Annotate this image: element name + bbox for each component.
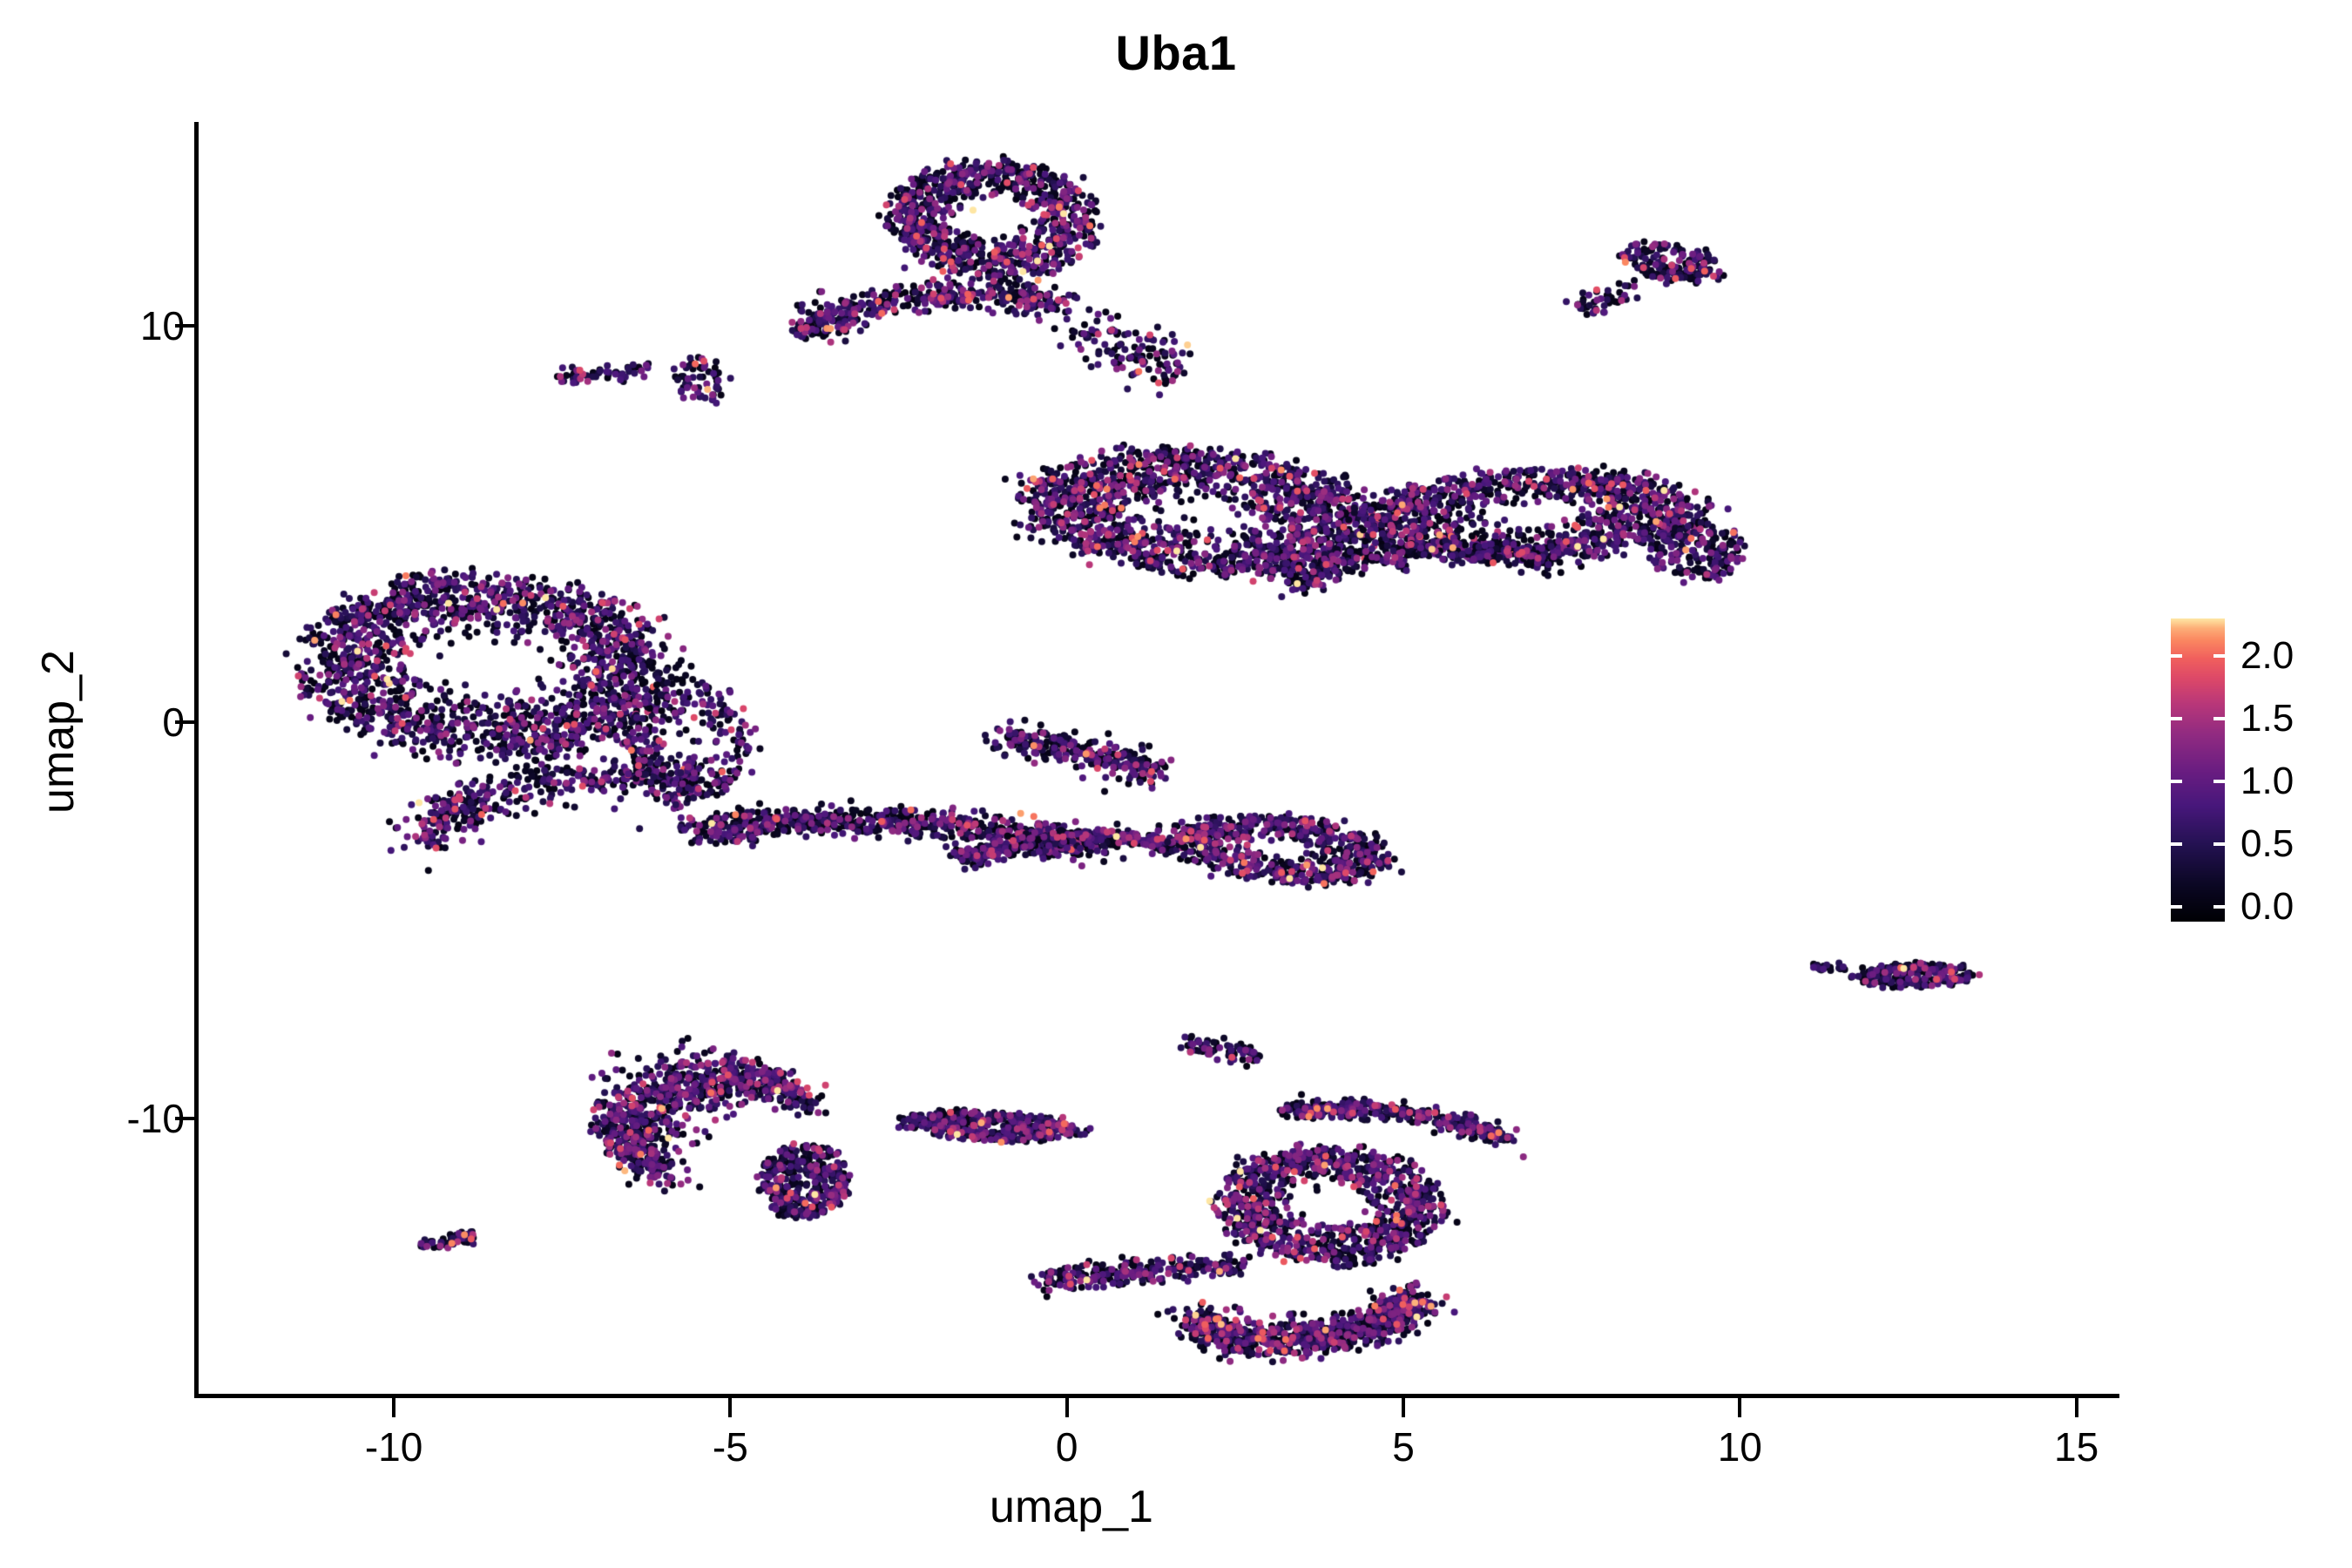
- page-title: Uba1: [1115, 25, 1237, 80]
- plot-panel: [199, 124, 2117, 1396]
- colorbar-tick-label: 2.0: [2240, 634, 2295, 678]
- x-tick-mark: [728, 1398, 733, 1417]
- colorbar-gradient: [2171, 618, 2225, 922]
- x-tick-label: -5: [712, 1424, 748, 1470]
- x-tick-mark: [2074, 1398, 2078, 1417]
- y-axis-title: umap_2: [33, 650, 84, 814]
- x-tick-mark: [1738, 1398, 1742, 1417]
- x-axis-spine: [194, 1394, 2119, 1398]
- y-tick-mark: [175, 323, 194, 328]
- x-tick-label: 0: [1055, 1424, 1078, 1470]
- x-tick-mark: [392, 1398, 396, 1417]
- y-tick-label: -10: [126, 1095, 185, 1141]
- y-tick-label: 0: [162, 699, 185, 745]
- colorbar-legend: 2.0 1.5 1.0 0.5 0.0: [2171, 618, 2345, 932]
- x-tick-mark: [1402, 1398, 1405, 1417]
- colorbar-tick-label: 0.5: [2240, 821, 2295, 865]
- x-tick-label: 10: [1717, 1424, 1762, 1470]
- x-tick-mark: [1064, 1398, 1069, 1417]
- colorbar-tick-label: 0.0: [2240, 884, 2295, 928]
- y-tick-mark: [175, 1116, 194, 1120]
- colorbar-tick-label: 1.5: [2240, 697, 2295, 740]
- colorbar-tick-label: 1.0: [2240, 759, 2295, 802]
- x-tick-label: 15: [2054, 1424, 2099, 1470]
- y-axis-spine: [194, 122, 199, 1398]
- colorbar-canvas: [2171, 618, 2225, 922]
- x-axis-title: umap_1: [990, 1482, 1153, 1532]
- y-tick-label: 10: [139, 302, 185, 348]
- x-tick-label: 5: [1392, 1424, 1415, 1470]
- x-tick-label: -10: [364, 1424, 423, 1470]
- y-tick-mark: [175, 720, 194, 724]
- scatter-plot-canvas: [199, 124, 2117, 1396]
